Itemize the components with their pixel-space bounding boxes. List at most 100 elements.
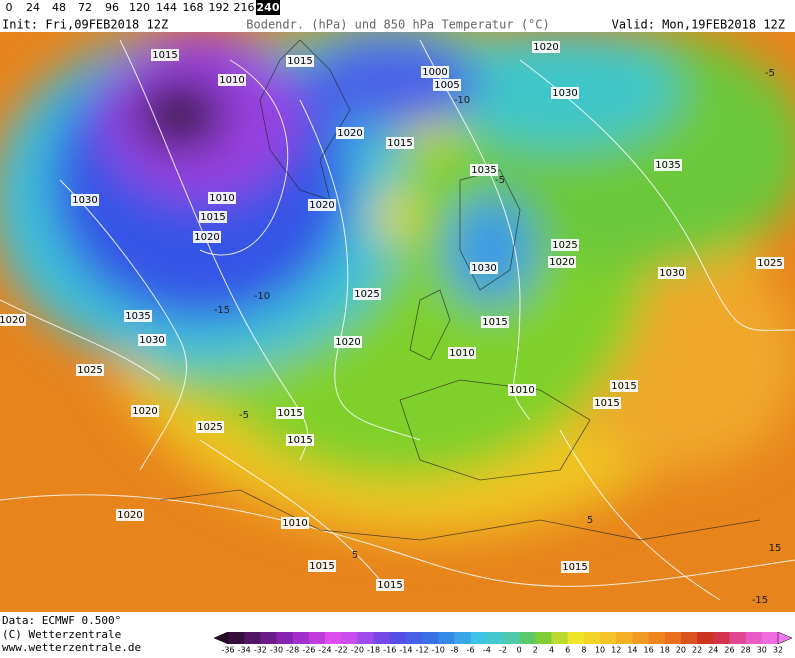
isobar-label-bg — [131, 405, 159, 417]
colorbar-segment — [454, 632, 472, 644]
isobar-label-bg — [199, 211, 227, 223]
colorbar-label: -18 — [367, 646, 380, 655]
colorbar-segment — [713, 632, 730, 644]
isotherm-label: -10 — [454, 95, 470, 106]
isobar-label-bg — [208, 192, 236, 204]
init-text: Init: Fri,09FEB2018 12Z — [2, 18, 168, 32]
forecast-tab[interactable]: 240 — [257, 1, 280, 14]
colorbar-label: -36 — [221, 646, 234, 655]
isobar-label: 1015 — [482, 317, 507, 328]
isobar-label-bg — [196, 421, 224, 433]
isobar-label-bg — [0, 314, 26, 326]
isobar-label: 1030 — [72, 195, 97, 206]
isobar-label: 1025 — [757, 258, 782, 269]
isobar-label-bg — [76, 364, 104, 376]
isobar-label-bg — [353, 288, 381, 300]
isobar-label-bg — [470, 262, 498, 274]
isobar-label: 1015 — [287, 56, 312, 67]
isobar-label: 1020 — [533, 42, 558, 53]
map-title: Bodendr. (hPa) und 850 hPa Temperatur (°… — [246, 18, 549, 32]
isobar-label: 1030 — [659, 268, 684, 279]
isobar-label-bg — [654, 159, 682, 171]
isobar-label-bg — [470, 164, 498, 176]
isobar-label: 1015 — [152, 50, 177, 61]
forecast-tab[interactable]: 96 — [105, 1, 119, 14]
isobar-label: 1015 — [377, 580, 402, 591]
forecast-tab[interactable]: 144 — [156, 1, 177, 14]
isobar-label: 1015 — [287, 435, 312, 446]
forecast-tab[interactable]: 0 — [6, 1, 13, 14]
isobar-label-bg — [276, 407, 304, 419]
isobar-label: 1020 — [194, 232, 219, 243]
isobar-label: 1020 — [549, 257, 574, 268]
isobar-label-bg — [138, 334, 166, 346]
isobar-label-bg — [551, 239, 579, 251]
colorbar: -36 -34 -32 -30 -28 -26 -24 -22 -20 -18 -16 -14 -12-… — [213, 631, 793, 655]
isobar-label-bg — [281, 517, 309, 529]
isobar-label-bg — [124, 310, 152, 322]
isobar-label: 1020 — [132, 406, 157, 417]
colorbar-label: -12 — [416, 646, 429, 655]
colorbar-segment — [535, 632, 553, 644]
forecast-tab[interactable]: 24 — [26, 1, 40, 14]
colorbar-segment — [422, 632, 439, 644]
temp-shading — [0, 32, 795, 535]
forecast-tab[interactable]: 216 — [234, 1, 255, 14]
footer-url: www.wetterzentrale.de — [2, 641, 141, 654]
isobar-label: 1015 — [594, 398, 619, 409]
forecast-tab[interactable]: 120 — [129, 1, 150, 14]
colorbar-label: 16 — [643, 646, 653, 655]
colorbar-label: -28 — [286, 646, 299, 655]
isobar-label: 1015 — [277, 408, 302, 419]
colorbar-segment — [486, 632, 504, 644]
colorbar-segment — [325, 632, 342, 644]
header-bar — [0, 16, 795, 32]
isobar-label-bg — [508, 384, 536, 396]
colorbar-label: 0 — [517, 646, 522, 655]
isobar-label: 1025 — [197, 422, 222, 433]
forecast-tabs: 0 24 48 72 96 120 144 168 192 216 240 — [6, 0, 280, 15]
isobar-label: 1015 — [611, 381, 636, 392]
colorbar-segment — [260, 632, 278, 644]
colorbar-label: 28 — [741, 646, 751, 655]
colorbar-label: -26 — [302, 646, 315, 655]
isobar-label-bg — [610, 380, 638, 392]
isobar-label-bg — [481, 316, 509, 328]
isobar-label-bg — [71, 194, 99, 206]
colorbar-segment — [373, 632, 391, 644]
colorbar-label: 18 — [660, 646, 670, 655]
isobar-label: 1025 — [77, 365, 102, 376]
isobar-label: 1020 — [117, 510, 142, 521]
isobar-label: 1015 — [200, 212, 225, 223]
isobar-label-bg — [433, 79, 461, 91]
isobar-label: 1035 — [471, 165, 496, 176]
isobar-label: 1010 — [449, 348, 474, 359]
isobar-label: 1025 — [552, 240, 577, 251]
isobar-label-bg — [286, 55, 314, 67]
colorbar-segment — [761, 632, 779, 644]
colorbar-segment — [228, 632, 245, 644]
colorbar-label: -24 — [319, 646, 332, 655]
forecast-tab[interactable]: 168 — [183, 1, 204, 14]
forecast-tab[interactable]: 192 — [209, 1, 230, 14]
isotherm-label: 5 — [352, 550, 358, 561]
valid-text: Valid: Mon,19FEB2018 12Z — [612, 18, 785, 32]
colorbar-arrow-right — [777, 631, 793, 645]
isotherm-label: -15 — [752, 595, 768, 606]
isobar-label: 1030 — [139, 335, 164, 346]
forecast-tab[interactable]: 48 — [52, 1, 66, 14]
colorbar-segment — [551, 632, 569, 644]
forecast-tab[interactable]: 72 — [78, 1, 92, 14]
footer-copyright: (C) Wetterzentrale — [2, 628, 121, 641]
colorbar-segment — [729, 632, 747, 644]
colorbar-label: 20 — [676, 646, 686, 655]
isobar-label-bg — [151, 49, 179, 61]
isotherm-label: 15 — [769, 543, 782, 554]
colorbar-segment — [745, 632, 763, 644]
colorbar-label: -30 — [270, 646, 283, 655]
isobar-label: 1005 — [434, 80, 459, 91]
colorbar-label: -14 — [399, 646, 412, 655]
colorbar-label: 8 — [581, 646, 586, 655]
